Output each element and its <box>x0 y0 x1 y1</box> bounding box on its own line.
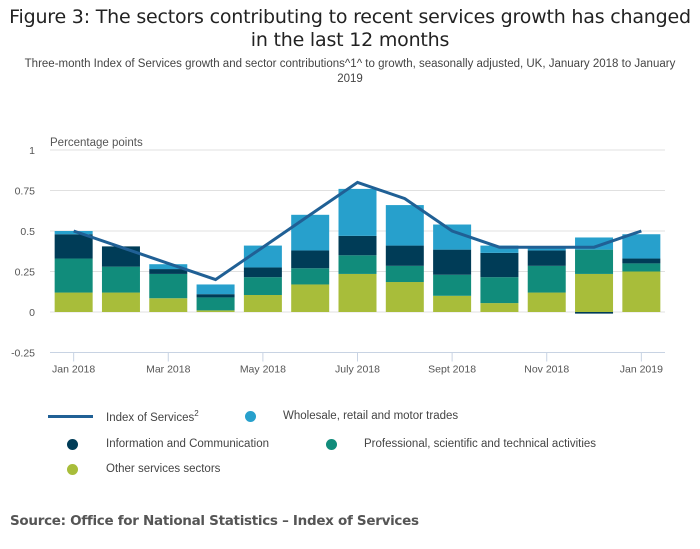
bar-segment <box>243 277 282 295</box>
bar-segment <box>338 235 377 256</box>
bar-stack <box>527 247 566 312</box>
y-axis-ticks: -0.25 0 0.25 0.5 0.75 1 <box>11 145 35 360</box>
bar-segment <box>622 263 661 272</box>
bar-stack <box>433 224 472 312</box>
y-axis-label: Percentage points <box>50 137 143 149</box>
bar-segment <box>527 265 566 293</box>
y-tick-label: 0.75 <box>15 186 36 198</box>
circle-swatch-icon <box>245 411 256 422</box>
bar-segment <box>149 264 188 270</box>
x-tick-label: Jan 2018 <box>52 364 95 376</box>
bar-segment <box>338 188 377 236</box>
bar-segment <box>291 284 330 312</box>
bar-stack <box>196 284 235 312</box>
x-axis: Jan 2018 Mar 2018 May 2018 July 2018 Sept 20… <box>50 352 665 376</box>
bar-segment <box>433 295 472 312</box>
chart-area: -0.25 0 0.25 0.5 0.75 1 Percentage points Jan… <box>11 137 665 376</box>
bar-stack <box>54 231 93 312</box>
bar-stack <box>385 205 424 312</box>
x-tick-label: Nov 2018 <box>524 364 569 376</box>
index-of-services-line <box>73 180 642 282</box>
bar-segment <box>622 258 661 264</box>
line-swatch-icon <box>48 415 93 418</box>
bar-segment <box>622 234 661 259</box>
y-tick-label: 0.25 <box>15 267 36 279</box>
bar-segment <box>480 245 519 253</box>
bar-segment <box>527 247 566 251</box>
bar-segment <box>385 282 424 312</box>
bar-segment <box>196 284 235 295</box>
bar-segment <box>385 265 424 283</box>
bar-segment <box>338 255 377 274</box>
x-tick-label: Mar 2018 <box>146 364 191 376</box>
bar-segment <box>433 224 472 250</box>
y-tick-label: 0 <box>29 307 35 319</box>
bar-segment <box>622 271 661 312</box>
bar-segment <box>54 292 93 312</box>
bar-segment <box>291 250 330 269</box>
bar-segment <box>243 294 282 312</box>
bar-segment <box>54 258 93 293</box>
bar-stack <box>575 237 614 314</box>
y-tick-label: 1 <box>29 145 35 157</box>
bar-stack <box>480 245 519 312</box>
circle-swatch-icon <box>67 464 78 475</box>
x-tick-label: Sept 2018 <box>428 364 476 376</box>
bar-stacks <box>54 188 661 314</box>
legend-label: Professional, scientific and technical a… <box>364 438 597 450</box>
bar-stack <box>101 246 140 312</box>
y-tick-label: -0.25 <box>11 348 35 360</box>
legend-label: Wholesale, retail and motor trades <box>283 410 459 422</box>
bar-segment <box>291 214 330 251</box>
bar-segment <box>243 267 282 278</box>
bar-segment <box>575 273 614 312</box>
bar-segment <box>101 266 140 293</box>
legend-label: Information and Communication <box>106 438 269 450</box>
bar-segment <box>196 297 235 311</box>
bar-segment <box>480 252 519 278</box>
legend-label: Other services sectors <box>106 463 221 475</box>
bar-segment <box>196 310 235 312</box>
legend-label: Index of Services2 <box>106 409 199 425</box>
bar-segment <box>575 249 614 274</box>
index-of-services-line-group <box>73 180 642 282</box>
bar-segment <box>196 294 235 298</box>
bar-segment <box>54 234 93 259</box>
bar-stack <box>622 234 661 312</box>
bar-segment <box>527 250 566 266</box>
bar-segment <box>291 268 330 285</box>
bar-segment <box>480 303 519 312</box>
source-note: Source: Office for National Statistics –… <box>10 513 419 529</box>
chart-title: Figure 3: The sectors contributing to re… <box>9 6 691 51</box>
bar-segment <box>101 246 140 267</box>
bar-segment <box>433 249 472 275</box>
circle-swatch-icon <box>326 439 337 450</box>
bar-segment <box>527 292 566 312</box>
bar-segment <box>243 245 282 268</box>
bar-segment <box>101 292 140 312</box>
x-tick-label: May 2018 <box>240 364 286 376</box>
bar-segment <box>480 277 519 304</box>
bar-segment <box>149 298 188 312</box>
chart-subtitle: Three-month Index of Services growth and… <box>24 58 676 85</box>
bar-segment <box>338 273 377 312</box>
bar-segment <box>149 269 188 274</box>
bar-segment <box>433 274 472 296</box>
bar-stack <box>291 214 330 312</box>
bar-segment <box>385 245 424 266</box>
bar-segment <box>385 205 424 246</box>
bar-segment <box>54 231 93 235</box>
x-tick-label: July 2018 <box>335 364 380 376</box>
circle-swatch-icon <box>67 439 78 450</box>
bar-stack <box>243 245 282 312</box>
y-tick-label: 0.5 <box>20 226 35 238</box>
x-tick-label: Jan 2019 <box>620 364 663 376</box>
bar-segment <box>149 273 188 299</box>
bar-stack <box>338 188 377 312</box>
bar-stack <box>149 264 188 312</box>
bar-segment <box>575 312 614 314</box>
